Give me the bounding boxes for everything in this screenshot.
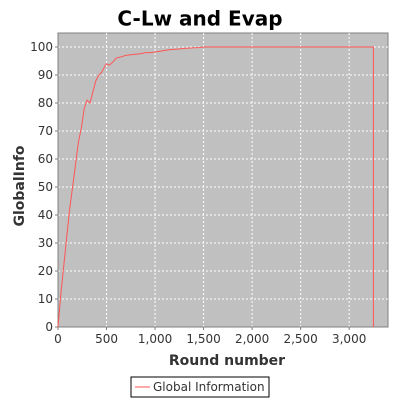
chart-title: C-Lw and Evap — [117, 7, 282, 31]
y-axis-label: GlobalInfo — [12, 145, 28, 226]
x-tick-label: 2,500 — [283, 332, 317, 346]
x-tick-label: 1,000 — [138, 332, 172, 346]
x-tick-label: 500 — [95, 332, 118, 346]
y-tick-label: 100 — [30, 40, 53, 54]
series-line-global-information — [57, 46, 374, 328]
x-tick-label: 1,500 — [186, 332, 220, 346]
y-tick-label: 20 — [38, 264, 53, 278]
legend: Global Information — [130, 376, 270, 398]
y-tick-label: 10 — [38, 292, 53, 306]
x-axis-label: Round number — [169, 353, 285, 369]
x-tick-label: 3,000 — [332, 332, 366, 346]
y-tick-label: 80 — [38, 96, 53, 110]
plot-area: 0 500 1,000 1,500 2,000 2,500 3,000 0 10 20 30 40 50… — [30, 32, 389, 346]
x-tick-label: 0 — [54, 332, 62, 346]
y-tick-label: 50 — [38, 180, 53, 194]
y-tick-label: 90 — [38, 68, 53, 82]
legend-box — [130, 376, 270, 398]
y-tick-label: 70 — [38, 124, 53, 138]
plot-background — [57, 32, 389, 328]
y-tick-label: 60 — [38, 152, 53, 166]
y-tick-label: 40 — [38, 208, 53, 222]
y-tick-label: 30 — [38, 236, 53, 250]
y-tick-label: 0 — [45, 320, 53, 334]
x-tick-label: 2,000 — [235, 332, 269, 346]
legend-label: Global Information — [153, 380, 265, 394]
